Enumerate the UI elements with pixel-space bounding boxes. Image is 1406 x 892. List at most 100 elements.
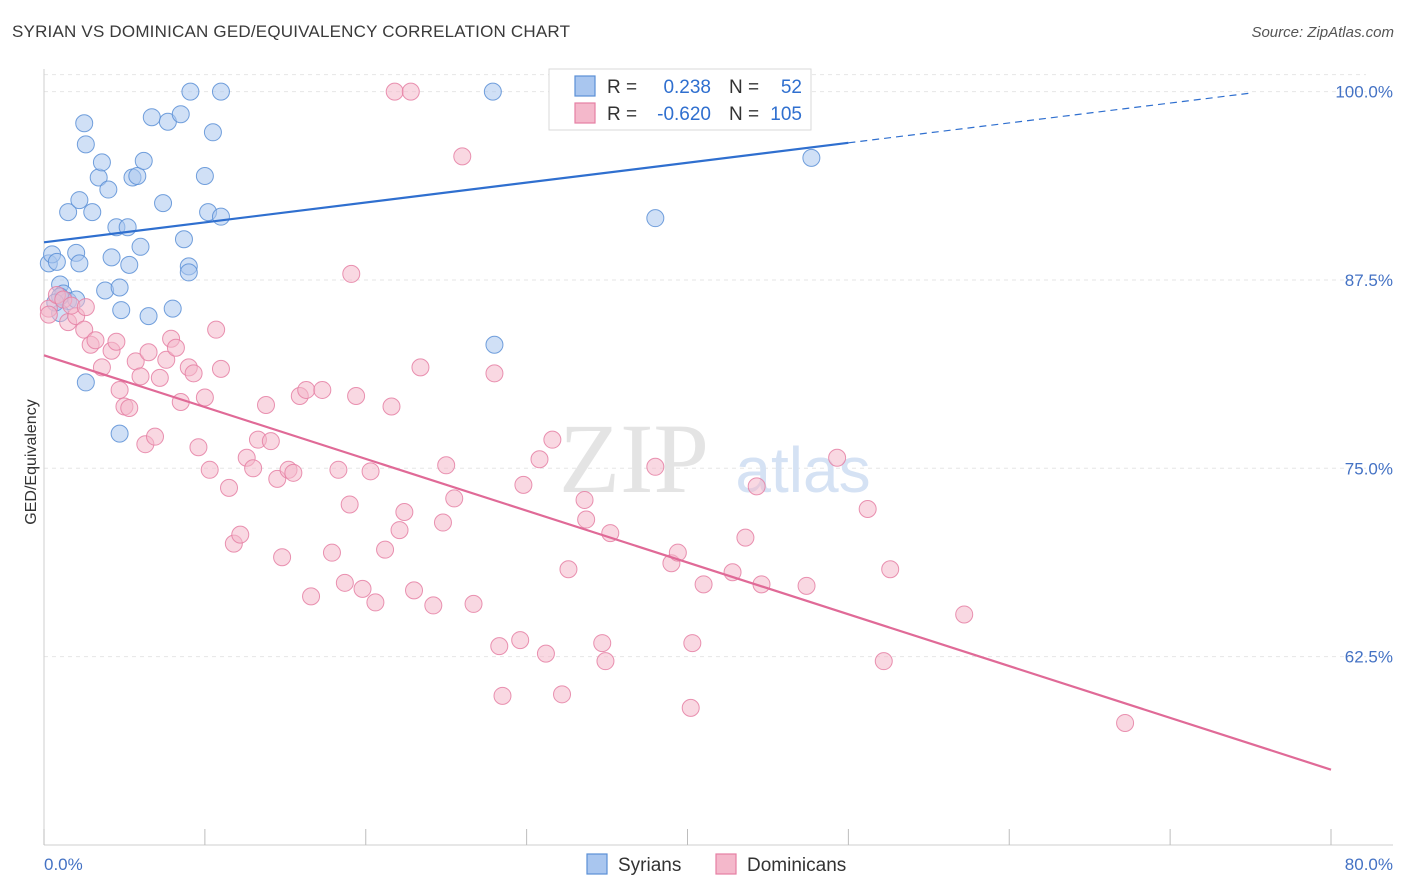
legend-n-value-2: 105 (770, 104, 802, 125)
data-point (401, 82, 420, 101)
bottom-legend-swatch-syrians (586, 853, 608, 875)
x-tick-label-min: 0.0% (44, 855, 83, 874)
data-point (107, 332, 126, 351)
data-point (76, 298, 95, 317)
data-point (142, 108, 161, 127)
x-tick-label-max: 80.0% (1345, 855, 1393, 874)
data-point (881, 560, 900, 579)
data-point (390, 521, 409, 540)
data-point (120, 255, 139, 274)
data-point (92, 153, 111, 172)
data-point (261, 432, 280, 451)
legend-r-label-2: R = (607, 104, 637, 125)
data-point (382, 397, 401, 416)
data-point (257, 396, 276, 415)
data-point (207, 320, 226, 339)
data-point (385, 82, 404, 101)
data-point (302, 587, 321, 606)
data-point (329, 460, 348, 479)
data-point (1116, 713, 1135, 732)
legend-n-value-1: 52 (781, 77, 802, 98)
data-point (157, 350, 176, 369)
legend-r-label-1: R = (607, 77, 637, 98)
data-point (405, 581, 424, 600)
data-point (802, 148, 821, 167)
data-point (596, 652, 615, 671)
data-point (395, 502, 414, 521)
trend-line-syrians (43, 141, 849, 244)
legend-n-label-2: N = (729, 104, 759, 125)
y-tick-label: 87.5% (1345, 271, 1393, 290)
data-point (366, 593, 385, 612)
series-syrians (39, 82, 821, 443)
data-point (102, 248, 121, 267)
data-point (514, 475, 533, 494)
data-point (189, 438, 208, 457)
legend-swatch-syrians (574, 75, 596, 97)
chart-title: SYRIAN VS DOMINICAN GED/EQUIVALENCY CORR… (12, 22, 571, 41)
y-tick-label: 62.5% (1345, 648, 1393, 667)
bottom-legend-label-syrians: Syrians (618, 855, 681, 876)
data-point (683, 634, 702, 653)
data-point (747, 477, 766, 496)
data-point (453, 147, 472, 166)
data-point (220, 478, 239, 497)
data-point (424, 596, 443, 615)
data-point (184, 364, 203, 383)
series-dominicans (39, 82, 1135, 732)
gridlines (44, 74, 1366, 658)
data-point (211, 82, 230, 101)
data-point (955, 605, 974, 624)
data-point (361, 462, 380, 481)
data-point (86, 331, 105, 350)
data-point (297, 380, 316, 399)
data-point (553, 685, 572, 704)
data-point (313, 380, 332, 399)
data-point (166, 338, 185, 357)
data-point (139, 343, 158, 362)
data-point (511, 631, 530, 650)
data-point (646, 457, 665, 476)
data-point (485, 335, 504, 354)
data-point (181, 82, 200, 101)
data-point (70, 254, 89, 273)
data-point (347, 386, 366, 405)
data-point (203, 123, 222, 142)
data-point (490, 637, 509, 656)
data-point (593, 634, 612, 653)
data-point (99, 180, 118, 199)
data-point (483, 82, 502, 101)
data-point (543, 430, 562, 449)
data-point (273, 548, 292, 567)
data-point (485, 364, 504, 383)
chart-source: Source: ZipAtlas.com (1251, 24, 1394, 41)
data-point (75, 114, 94, 133)
data-point (174, 230, 193, 249)
data-point (139, 307, 158, 326)
data-point (437, 456, 456, 475)
y-axis-label: GED/Equivalency (23, 399, 40, 524)
data-point (75, 320, 94, 339)
data-point (335, 573, 354, 592)
data-point (797, 576, 816, 595)
data-point (828, 448, 847, 467)
bottom-legend-swatch-dominicans (715, 853, 737, 875)
data-point (376, 540, 395, 559)
data-point (530, 450, 549, 469)
data-point (96, 281, 115, 300)
data-point (577, 510, 596, 529)
data-point (195, 166, 214, 185)
data-point (47, 252, 66, 271)
legend-r-value-2: -0.620 (657, 104, 711, 125)
data-point (575, 490, 594, 509)
axes: 62.5% 75.0% 87.5% 100.0% 0.0% 80.0% (43, 69, 1393, 874)
data-point (131, 237, 150, 256)
y-tick-label: 75.0% (1345, 459, 1393, 478)
watermark: ZIP atlas (559, 403, 871, 514)
data-point (179, 263, 198, 282)
trend-line-dominicans (43, 354, 1332, 771)
data-point (131, 367, 150, 386)
data-point (171, 105, 190, 124)
trend-lines (43, 92, 1332, 771)
